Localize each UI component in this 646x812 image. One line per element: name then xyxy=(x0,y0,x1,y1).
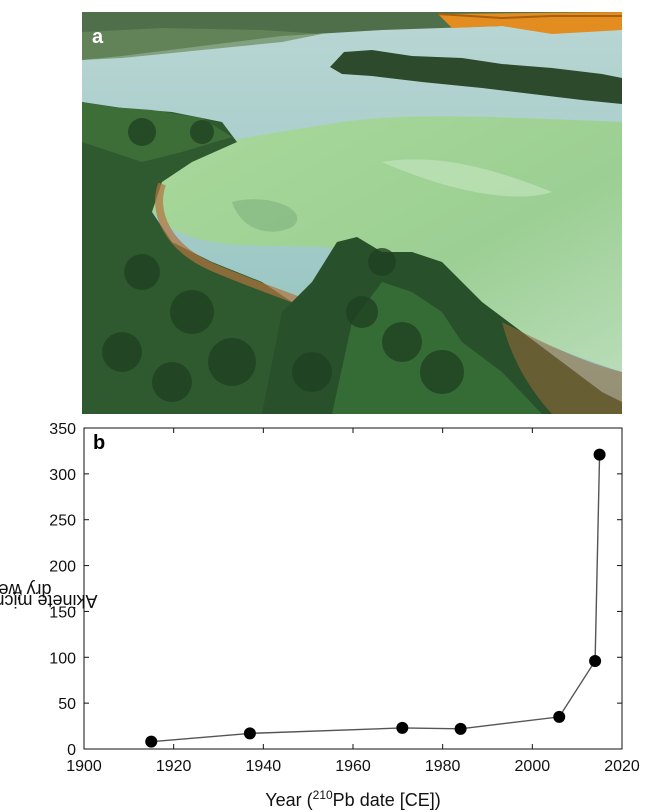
lake-aerial-photo xyxy=(82,12,622,414)
lake-photo-illustration xyxy=(82,12,622,414)
x-tick-label: 1900 xyxy=(66,758,102,775)
y-tick-label: 150 xyxy=(49,604,76,621)
y-tick-label: 200 xyxy=(49,559,76,576)
x-tick-label: 2020 xyxy=(604,758,640,775)
data-point xyxy=(454,722,467,735)
y-tick-label: 0 xyxy=(67,742,76,759)
x-tick-label: 2000 xyxy=(515,758,551,775)
x-tick-label: 1920 xyxy=(156,758,192,775)
y-tick-label: 350 xyxy=(49,421,76,438)
y-tick-label: 300 xyxy=(49,467,76,484)
x-axis-label-suffix: Pb date [CE]) xyxy=(332,790,441,810)
x-tick-label: 1960 xyxy=(335,758,371,775)
data-point xyxy=(396,721,409,734)
x-tick-label: 1940 xyxy=(246,758,282,775)
y-tick-label: 50 xyxy=(58,696,76,713)
series-line xyxy=(151,454,601,743)
plot-frame xyxy=(83,427,623,750)
data-point xyxy=(243,727,256,740)
data-point xyxy=(553,710,566,723)
y-tick-label: 250 xyxy=(49,513,76,530)
data-point xyxy=(593,448,606,461)
panel-label-a: a xyxy=(92,26,104,48)
y-tick-label: 100 xyxy=(49,650,76,667)
y-axis-ticks: 0 50 100 150 200 250 300 350 xyxy=(49,421,622,759)
x-tick-label: 1980 xyxy=(425,758,461,775)
data-point xyxy=(589,654,602,667)
data-point xyxy=(145,735,158,748)
series-layer xyxy=(145,448,606,748)
y-axis-label-suffix: dry weight xyxy=(0,580,52,601)
x-axis-label-isotope: 210 xyxy=(312,788,333,802)
x-axis-ticks: 1900 1920 1940 1960 1980 2000 2020 xyxy=(66,428,640,775)
x-axis-label-prefix: Year ( xyxy=(265,790,313,810)
x-axis-label: Year (210Pb date [CE]) xyxy=(265,788,440,811)
akinete-chart: 0 50 100 150 200 250 300 350 1900 1920 1940 1960 19… xyxy=(0,414,646,812)
panel-label-b: b xyxy=(93,432,106,454)
